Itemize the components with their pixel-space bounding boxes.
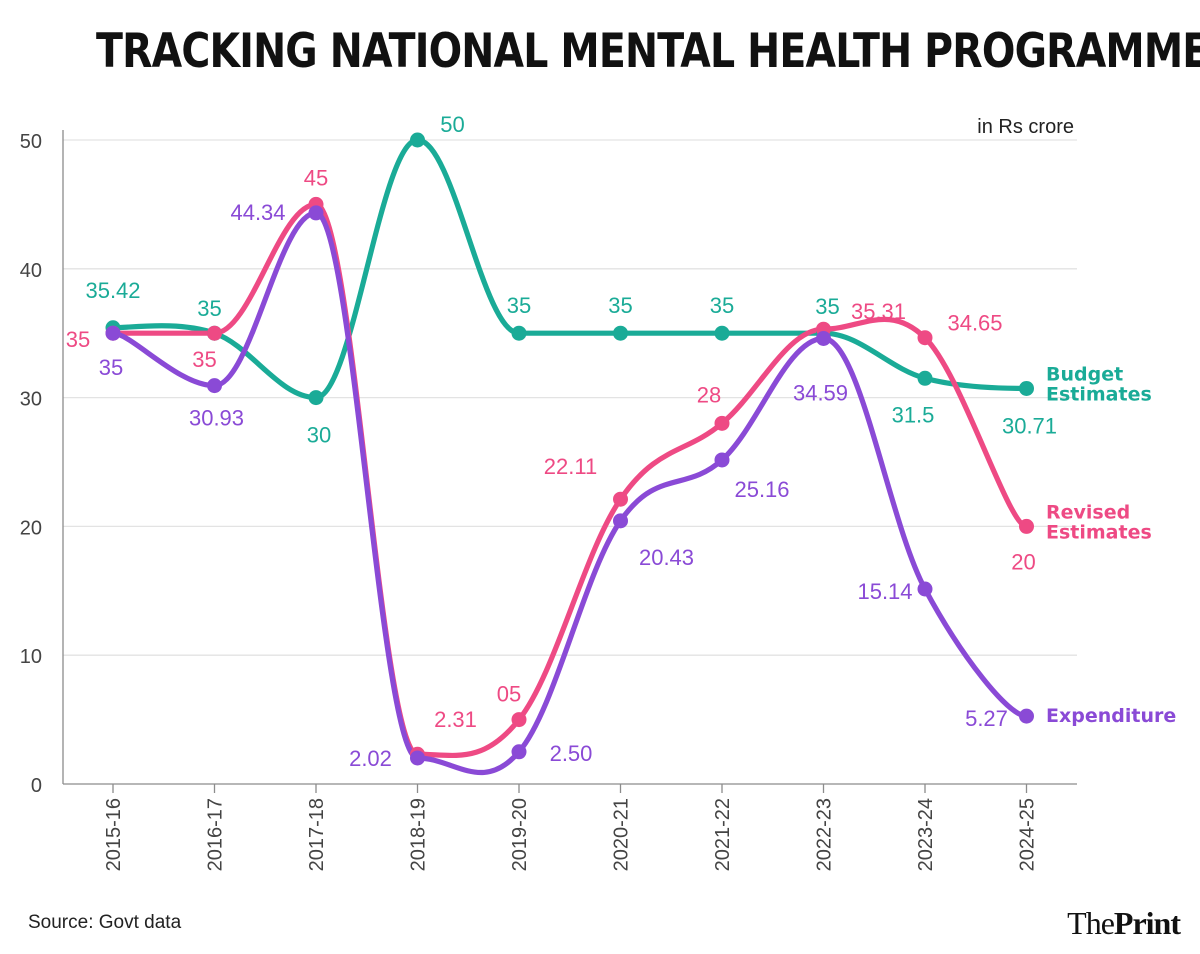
point-expenditure: [308, 205, 324, 221]
data-label-expenditure: 5.27: [965, 706, 1008, 731]
data-label-expenditure: 30.93: [189, 406, 244, 431]
data-points: [105, 132, 1034, 766]
x-tick-label: 2024-25: [1017, 798, 1039, 871]
point-revised-estimates: [714, 415, 730, 431]
unit-note: in Rs crore: [977, 116, 1074, 138]
data-label-budget-estimates: 30: [307, 423, 331, 448]
chart-title: TRACKING NATIONAL MENTAL HEALTH PROGRAMM…: [96, 24, 1200, 79]
brand-part-1: The: [1067, 905, 1115, 941]
y-tick-label: 30: [20, 389, 42, 411]
point-budget-estimates: [1019, 380, 1034, 396]
point-expenditure: [613, 513, 628, 529]
point-budget-estimates: [308, 390, 324, 406]
point-expenditure: [1019, 708, 1034, 724]
data-label-budget-estimates: 50: [440, 112, 464, 137]
data-label-expenditure: 25.16: [734, 477, 789, 502]
legend-label-revised-estimates: Revised: [1046, 501, 1130, 523]
data-label-budget-estimates: 35: [710, 293, 734, 318]
x-tick-label: 2021-22: [712, 798, 734, 871]
point-revised-estimates: [207, 325, 222, 341]
point-budget-estimates: [410, 132, 425, 148]
data-label-revised-estimates: 34.65: [947, 311, 1002, 336]
data-label-revised-estimates: 45: [304, 165, 328, 190]
data-label-budget-estimates: 30.71: [1002, 413, 1057, 438]
y-tick-label: 20: [20, 517, 42, 539]
x-tick-label: 2020-21: [611, 798, 633, 871]
series-legend: BudgetEstimatesRevisedEstimatesExpenditu…: [1046, 363, 1176, 727]
data-label-revised-estimates: 35: [192, 347, 216, 372]
point-expenditure: [207, 378, 222, 394]
point-expenditure: [105, 325, 121, 341]
x-tick-label: 2018-19: [408, 798, 430, 871]
y-tick-label: 40: [20, 260, 42, 282]
point-revised-estimates: [613, 491, 628, 507]
data-label-budget-estimates: 35: [608, 293, 632, 318]
point-budget-estimates: [714, 325, 730, 341]
point-expenditure: [816, 330, 831, 346]
grid-lines: [63, 139, 1077, 656]
point-budget-estimates: [511, 325, 527, 341]
x-tick-label: 2023-24: [915, 798, 937, 871]
data-label-budget-estimates: 35.42: [85, 278, 140, 303]
point-expenditure: [917, 581, 933, 597]
x-tick-label: 2019-20: [509, 798, 531, 871]
data-label-budget-estimates: 35: [815, 294, 839, 319]
series-line-expenditure: [110, 210, 1030, 775]
point-expenditure: [714, 452, 730, 468]
y-tick-label: 50: [20, 131, 42, 153]
x-tick-label: 2022-23: [814, 798, 836, 871]
legend-label-expenditure: Expenditure: [1046, 705, 1176, 727]
x-tick-label: 2016-17: [205, 798, 227, 871]
point-revised-estimates: [511, 712, 527, 728]
data-label-revised-estimates: 35: [66, 327, 90, 352]
y-tick-label: 10: [20, 646, 42, 668]
x-tick-label: 2017-18: [306, 798, 328, 871]
series-line-revised-estimates: [110, 201, 1030, 759]
data-label-revised-estimates: 22.11: [544, 454, 597, 479]
data-label-budget-estimates: 35: [197, 296, 221, 321]
data-label-budget-estimates: 31.5: [892, 402, 935, 427]
data-label-expenditure: 35: [99, 355, 123, 380]
data-label-expenditure: 20.43: [639, 545, 694, 570]
x-tick-label: 2015-16: [103, 798, 125, 871]
point-budget-estimates: [917, 370, 933, 386]
point-expenditure: [511, 744, 527, 760]
data-label-expenditure: 44.34: [230, 200, 285, 225]
point-expenditure: [410, 750, 425, 766]
data-label-revised-estimates: 35.31: [851, 299, 906, 324]
brand-logo: ThePrint: [1067, 905, 1181, 942]
data-label-expenditure: 34.59: [793, 380, 848, 405]
source-note: Source: Govt data: [28, 912, 182, 933]
data-label-revised-estimates: 05: [497, 682, 521, 707]
brand-part-2: Print: [1113, 905, 1181, 941]
point-budget-estimates: [613, 325, 628, 341]
data-label-revised-estimates: 2.31: [434, 707, 477, 732]
data-label-revised-estimates: 20: [1011, 549, 1035, 574]
point-revised-estimates: [917, 330, 933, 346]
data-labels: 35.42 35 30 50 35 35 35 35 31.5 30.71 35 35 45 2.31 05…: [66, 112, 1057, 771]
data-label-expenditure: 2.02: [349, 746, 392, 771]
data-label-budget-estimates: 35: [507, 293, 531, 318]
point-revised-estimates: [1019, 518, 1034, 534]
y-tick-label: 0: [31, 775, 42, 797]
data-label-expenditure: 15.14: [857, 579, 912, 604]
data-label-expenditure: 2.50: [550, 741, 593, 766]
data-label-revised-estimates: 28: [697, 382, 721, 407]
legend-label-budget-estimates: Budget: [1046, 363, 1123, 385]
legend-label-revised-estimates: Estimates: [1046, 521, 1152, 543]
legend-label-budget-estimates: Estimates: [1046, 383, 1152, 405]
axes: 0 10 20 30 40 50 2015-16 2016-17 2017-18 2018-19 2…: [20, 130, 1077, 871]
